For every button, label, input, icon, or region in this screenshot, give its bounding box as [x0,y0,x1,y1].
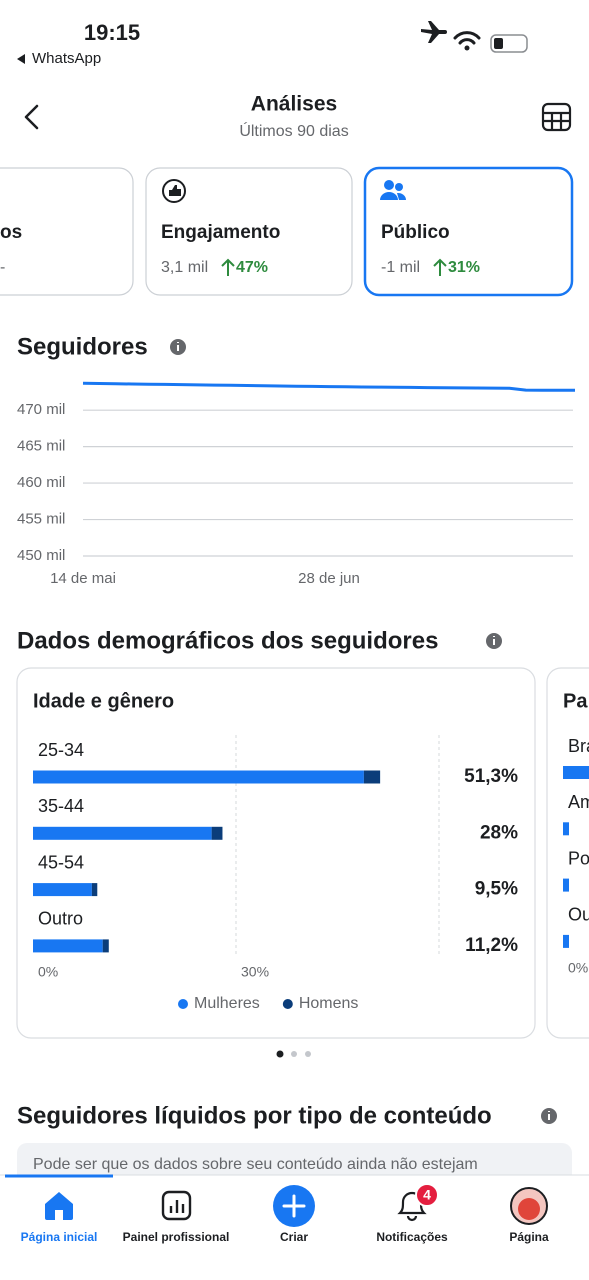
page-dot[interactable] [291,1051,297,1057]
page-dot-active[interactable] [276,1050,284,1058]
legend-swatch [178,999,188,1009]
value-label: 28% [480,822,518,843]
country-bar [563,822,569,836]
bar-segment [33,883,92,897]
demographics-card [16,667,536,1039]
age-gender-chart: 0% 30% 25-34 51,3% 35-44 28% 45-54 9,5% Outro 11,… [33,735,518,1012]
bar-segment [363,770,381,784]
y-tick-label: 460 mil [17,474,65,491]
airplane-icon [421,21,447,43]
metric-card[interactable] [0,167,134,296]
x-tick-label: 14 de mai [50,570,116,587]
card-change: 31% [448,259,480,276]
dashboard-icon[interactable] [161,1190,192,1221]
metric-card-selected[interactable] [363,166,574,297]
card-title: os [0,222,22,243]
page-title: Análises [251,93,337,116]
up-arrow [433,258,447,276]
home-icon[interactable] [45,1192,73,1220]
card-stat: 3,1 mil [161,259,208,276]
country-label: Bra [568,736,589,756]
country-label: Po [568,848,589,868]
nav-label[interactable]: Notificações [376,1230,448,1244]
country-card[interactable] [546,667,589,1039]
nav-labels: Página inicial Painel profissional Criar No… [21,1230,549,1244]
category-label: 35-44 [38,796,84,816]
notifications-icon[interactable] [397,1191,427,1222]
x-tick-label: 0% [38,964,58,980]
create-icon [282,1194,306,1218]
clock: 19:15 [84,20,140,45]
section-title: Seguidores líquidos por tipo de conteúdo [17,1102,492,1129]
table-button[interactable] [541,102,572,132]
followers-chart: 450 mil 455 mil 460 mil 465 mil 470 mil 14 de… [17,381,575,587]
bar-segment [33,770,364,784]
legend-label: Mulheres [194,995,260,1012]
category-label: 45-54 [38,852,84,872]
up-arrow [221,258,235,276]
card-title: Engajamento [161,222,280,243]
followers-line [82,381,575,392]
category-label: 25-34 [38,740,84,760]
y-tick-label: 455 mil [17,511,65,528]
country-bar [563,766,589,779]
card-stat: - [0,259,5,276]
badge-count: 4 [423,1187,431,1203]
badge [415,1183,439,1207]
section-title: Dados demográficos dos seguidores [17,627,438,654]
value-label: 51,3% [464,766,518,787]
card-title: Idade e gênero [33,690,174,712]
audience-icon [380,180,407,200]
bar-segment [91,883,98,897]
back-app[interactable]: WhatsApp [32,50,101,67]
back-app-arrow[interactable] [17,54,25,64]
country-bar [563,878,569,892]
x-tick-label: 30% [241,964,269,980]
nav-label[interactable]: Painel profissional [123,1230,230,1244]
y-tick-label: 465 mil [17,438,65,455]
bar-segment [211,826,223,840]
y-tick-label: 470 mil [17,401,65,418]
category-label: Outro [38,909,83,929]
wifi-icon [453,31,481,45]
battery [490,34,528,53]
x-tick-label: 0% [568,960,588,976]
value-label: 11,2% [465,935,518,956]
legend-swatch [282,999,293,1009]
legend-label: Homens [299,995,359,1012]
y-tick-label: 450 mil [17,547,65,564]
country-label: Am [568,792,589,812]
wifi-dot [464,45,470,51]
section-title: Seguidores [17,333,148,360]
card-title: Pa [563,690,588,712]
x-tick-label: 28 de jun [298,570,360,587]
battery-level [494,38,503,49]
profile-avatar-detail [518,1198,540,1220]
home-icon-door [55,1210,63,1220]
card-title: Público [381,222,450,243]
country-list: Bra Am Po Ou [563,736,589,948]
metric-card[interactable] [145,167,353,296]
bar-segment [33,826,212,840]
bar-segment [33,939,103,953]
nav-label[interactable]: Página inicial [21,1230,98,1244]
value-label: 9,5% [475,879,518,900]
country-bar [563,934,569,948]
back-button[interactable] [24,104,39,130]
notice-text: Pode ser que os dados sobre seu conteúdo… [33,1156,478,1173]
engagement-icon [162,179,186,203]
card-change: 47% [236,259,268,276]
nav-label[interactable]: Criar [280,1230,308,1244]
page-subtitle: Últimos 90 dias [239,121,348,140]
engagement-icon-thumb [169,185,181,196]
page-dot[interactable] [305,1051,311,1057]
nav-label[interactable]: Página [509,1230,549,1244]
card-stat: -1 mil [381,259,420,276]
bar-segment [102,939,109,953]
dashboard-icon-bars [169,1200,185,1213]
country-label: Ou [568,905,589,925]
